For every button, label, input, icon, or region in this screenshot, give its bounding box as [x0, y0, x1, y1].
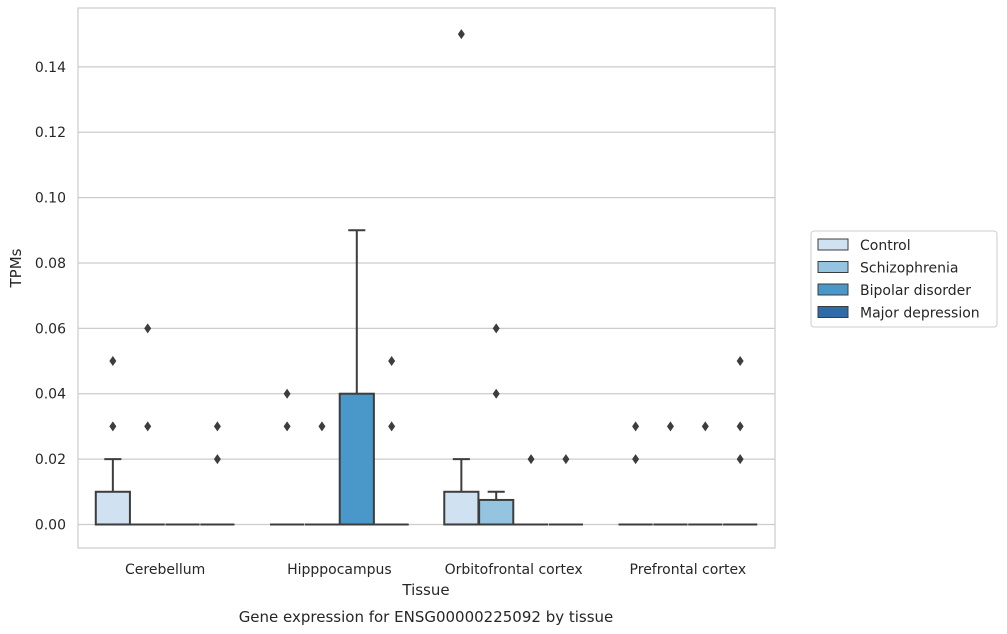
legend-swatch	[817, 283, 849, 296]
outlier-point	[562, 454, 570, 465]
y-tick-label: 0.12	[35, 125, 66, 141]
outlier-point	[144, 323, 152, 334]
legend-label: Control	[860, 238, 911, 254]
series-schizophrenia	[130, 323, 688, 526]
y-tick-label: 0.08	[35, 256, 66, 272]
chart-title: Gene expression for ENSG00000225092 by t…	[239, 608, 614, 626]
y-axis-label: TPMs	[7, 248, 25, 288]
legend-item: Schizophrenia	[817, 261, 958, 277]
legend: Control Schizophrenia Bipolar disorder Majo…	[810, 230, 998, 328]
outlier-point	[632, 454, 640, 465]
legend-swatch	[817, 261, 849, 273]
series-major-depression	[200, 356, 758, 526]
outlier-point	[318, 421, 326, 432]
series-control	[94, 29, 653, 526]
outlier-point	[492, 323, 500, 334]
outlier-point	[283, 421, 291, 432]
box	[338, 392, 375, 526]
x-tick-label: Prefrontal cortex	[630, 562, 747, 578]
legend-frame	[810, 230, 998, 328]
x-axis-label: Tissue	[401, 581, 449, 599]
box	[478, 498, 515, 526]
box-series	[94, 29, 758, 526]
series-bipolar-disorder	[165, 229, 723, 526]
outlier-point	[736, 356, 744, 367]
legend-item: Bipolar disorder	[817, 283, 971, 299]
outlier-point	[527, 454, 535, 465]
x-tick-label: Cerebellum	[125, 562, 205, 578]
outlier-point	[666, 421, 674, 432]
legend-label: Major depression	[860, 306, 980, 322]
outlier-point	[109, 356, 117, 367]
box	[443, 490, 480, 526]
outlier-point	[701, 421, 709, 432]
y-tick-label: 0.06	[35, 321, 66, 337]
y-tick-label: 0.14	[35, 60, 66, 76]
outlier-point	[213, 454, 221, 465]
outlier-point	[283, 388, 291, 399]
legend-item: Control	[817, 238, 911, 254]
legend-label: Bipolar disorder	[860, 283, 971, 299]
legend-swatch	[817, 306, 849, 318]
x-tick-labels: Cerebellum Hipppocampus Orbitofrontal cort…	[125, 562, 746, 578]
y-tick-label: 0.04	[35, 387, 66, 403]
legend-item: Major depression	[817, 306, 980, 322]
outlier-point	[213, 421, 221, 432]
outlier-point	[388, 421, 396, 432]
outlier-point	[492, 388, 500, 399]
x-tick-label: Orbitofrontal cortex	[445, 562, 583, 578]
y-tick-label: 0.00	[35, 517, 66, 533]
outlier-point	[388, 356, 396, 367]
plot-frame	[77, 7, 776, 549]
outlier-point	[144, 421, 152, 432]
outlier-point	[632, 421, 640, 432]
y-tick-labels: 0.00 0.02 0.04 0.06 0.08 0.10 0.12 0.14	[35, 60, 66, 534]
outlier-point	[109, 421, 117, 432]
outlier-point	[457, 29, 465, 40]
y-tick-label: 0.10	[35, 191, 66, 207]
x-tick-label: Hipppocampus	[287, 562, 392, 578]
box	[94, 490, 131, 526]
outlier-point	[736, 454, 744, 465]
outlier-point	[736, 421, 744, 432]
y-tick-label: 0.02	[35, 452, 66, 468]
legend-swatch	[817, 238, 849, 251]
legend-label: Schizophrenia	[860, 261, 958, 277]
grid-lines	[78, 66, 775, 526]
